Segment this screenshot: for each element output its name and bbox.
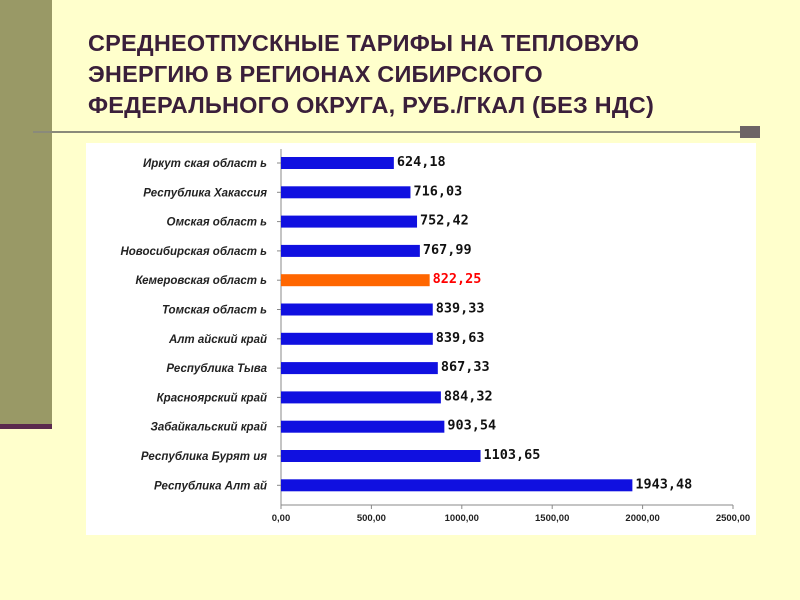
value-label: 624,18 xyxy=(397,154,446,170)
value-label: 822,25 xyxy=(433,271,482,287)
decorative-side-accent xyxy=(0,424,52,429)
x-tick-label: 2000,00 xyxy=(625,513,659,524)
bar xyxy=(281,157,394,169)
bar xyxy=(281,186,411,199)
category-label: Республика Тыва xyxy=(166,363,267,375)
category-label: Красноярский край xyxy=(157,392,267,404)
bar xyxy=(281,362,438,375)
value-label: 1943,48 xyxy=(635,476,692,492)
x-tick-label: 1500,00 xyxy=(535,513,569,524)
slide-title: СРЕДНЕОТПУСКНЫЕ ТАРИФЫ НА ТЕПЛОВУЮ ЭНЕРГ… xyxy=(88,28,768,121)
category-label: Алт айский край xyxy=(168,334,267,346)
x-tick-label: 2500,00 xyxy=(716,513,750,524)
bar-chart: Иркут ская област ь 624,18 Республика Хака… xyxy=(120,149,750,524)
title-divider-accent xyxy=(740,126,760,138)
value-label: 1103,65 xyxy=(484,447,541,463)
value-label: 884,32 xyxy=(444,388,493,404)
x-tick-label: 500,00 xyxy=(357,513,386,524)
value-label: 752,42 xyxy=(420,213,469,229)
slide-title-line-3: ФЕДЕРАЛЬНОГО ОКРУГА, РУБ./ГКАЛ (БЕЗ НДС) xyxy=(88,92,654,118)
bar xyxy=(281,303,433,316)
slide-title-line-2: ЭНЕРГИЮ В РЕГИОНАХ СИБИРСКОГО xyxy=(88,61,543,87)
category-label: Томская област ь xyxy=(162,305,267,317)
category-label: Кемеровская област ь xyxy=(135,275,267,287)
value-label: 903,54 xyxy=(447,418,496,434)
value-label: 867,33 xyxy=(441,359,490,375)
bar xyxy=(281,391,441,404)
category-label: Республика Хакассия xyxy=(143,187,267,199)
decorative-side-strip xyxy=(0,0,52,427)
category-label: Омская област ь xyxy=(166,217,267,229)
value-label: 839,33 xyxy=(436,301,485,317)
category-label: Республика Алт ай xyxy=(154,480,267,492)
x-tick-label: 0,00 xyxy=(272,513,291,524)
category-label: Иркут ская област ь xyxy=(143,158,267,170)
value-label: 839,63 xyxy=(436,330,485,346)
x-tick-label: 1000,00 xyxy=(445,513,479,524)
value-label: 767,99 xyxy=(423,242,472,258)
bar xyxy=(281,420,445,433)
slide-title-line-1: СРЕДНЕОТПУСКНЫЕ ТАРИФЫ НА ТЕПЛОВУЮ xyxy=(88,30,640,56)
category-label: Республика Бурят ия xyxy=(141,451,267,463)
bar-highlighted xyxy=(281,274,430,287)
category-label: Новосибирская област ь xyxy=(120,246,267,258)
chart-panel: Иркут ская област ь 624,18 Республика Хака… xyxy=(86,143,756,535)
bar xyxy=(281,244,420,257)
bar xyxy=(281,215,418,228)
category-label: Забайкальский край xyxy=(150,422,267,434)
value-label: 716,03 xyxy=(413,183,462,199)
bar xyxy=(281,450,481,462)
bar xyxy=(281,479,633,492)
bar xyxy=(281,332,433,345)
title-divider xyxy=(33,131,740,133)
